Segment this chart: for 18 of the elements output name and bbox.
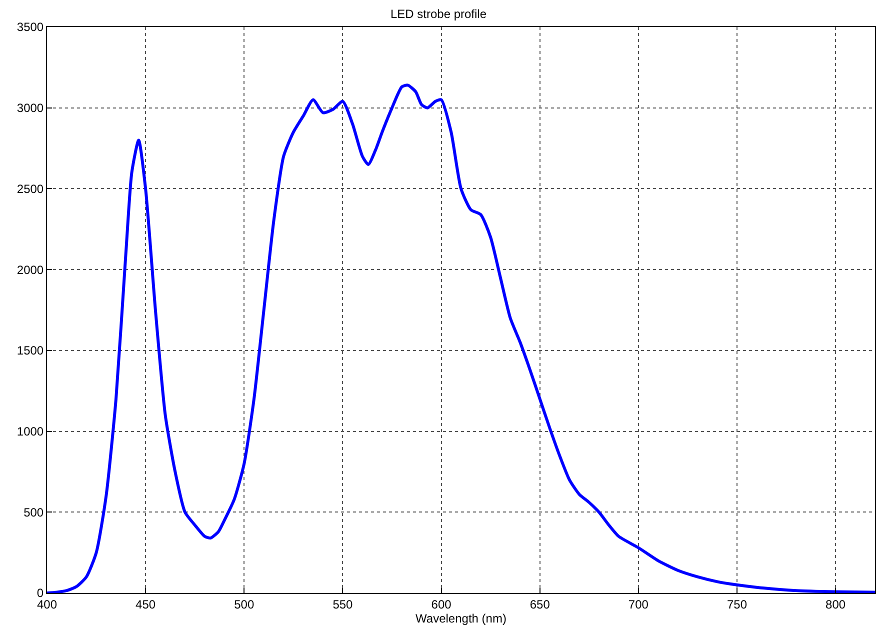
y-tick-label: 2000	[16, 262, 44, 277]
x-axis-title: Wavelength (nm)	[416, 611, 506, 626]
y-tick-label: 1500	[16, 344, 44, 358]
y-tick-label: 3000	[16, 101, 44, 116]
chart-title: LED strobe profile	[390, 6, 487, 21]
x-tick-label: 800	[826, 597, 846, 612]
y-tick-label: 2500	[16, 182, 44, 196]
line-series	[47, 84, 875, 593]
x-tick-label: 650	[530, 597, 550, 612]
y-tick-label: 3500	[16, 20, 44, 34]
x-tick-label: 700	[628, 597, 649, 612]
x-tick-label: 450	[136, 597, 156, 612]
x-tick-label: 750	[726, 597, 748, 612]
y-tick-label: 500	[24, 505, 44, 520]
x-tick-label: 500	[234, 597, 254, 612]
y-tick-label: 1000	[16, 424, 44, 438]
x-tick-label: 550	[332, 597, 354, 612]
x-tick-label: 600	[431, 597, 452, 612]
